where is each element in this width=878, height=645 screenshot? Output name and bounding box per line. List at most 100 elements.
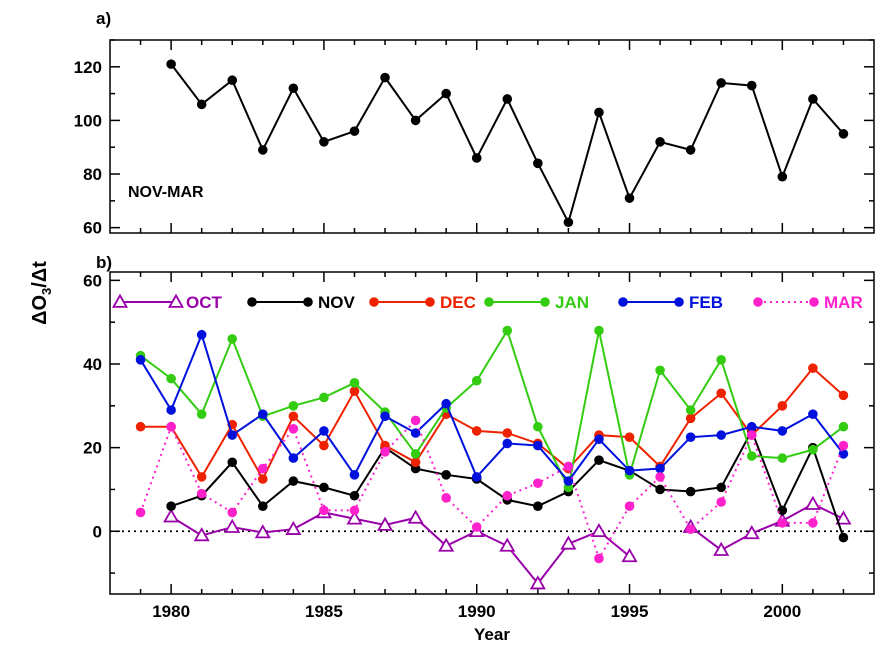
data-point bbox=[716, 388, 726, 399]
data-point bbox=[838, 449, 849, 459]
legend-label: MAR bbox=[824, 293, 863, 312]
panel-a: a) NOV-MAR 60 80 100 120 bbox=[74, 9, 875, 238]
legend-label: OCT bbox=[186, 293, 223, 312]
y-tick-label: 60 bbox=[83, 219, 102, 238]
data-point bbox=[319, 137, 329, 147]
panel-b: b) 0 20 40 60 1980 1985 1990 1995 2000 OCT NOV DEC… bbox=[29, 253, 875, 644]
data-point bbox=[410, 449, 421, 459]
series-line bbox=[139, 418, 845, 561]
data-point bbox=[258, 145, 268, 155]
data-point bbox=[166, 59, 176, 69]
data-point bbox=[746, 451, 757, 461]
data-point bbox=[227, 75, 238, 86]
data-point bbox=[502, 428, 513, 438]
data-point bbox=[685, 405, 696, 415]
data-point bbox=[838, 390, 849, 401]
panel-a-axes: 60 80 100 120 bbox=[74, 39, 874, 238]
data-point bbox=[288, 411, 299, 422]
x-tick-label: 1985 bbox=[305, 602, 343, 621]
data-point bbox=[166, 405, 176, 415]
data-point bbox=[319, 392, 329, 403]
y-tick-label: 100 bbox=[74, 111, 102, 130]
data-point bbox=[410, 115, 421, 126]
data-point bbox=[346, 510, 363, 525]
y-tick-label: 20 bbox=[83, 439, 102, 458]
data-point bbox=[407, 509, 424, 524]
data-point bbox=[777, 518, 788, 528]
data-point bbox=[227, 334, 238, 344]
data-point bbox=[441, 493, 451, 503]
data-point bbox=[808, 444, 818, 455]
data-point bbox=[303, 297, 313, 307]
x-tick-label: 1990 bbox=[458, 602, 496, 621]
data-point bbox=[533, 478, 543, 488]
data-point bbox=[288, 424, 299, 434]
data-point bbox=[594, 553, 604, 564]
data-point bbox=[380, 411, 390, 422]
data-point bbox=[624, 465, 635, 476]
data-point bbox=[196, 99, 207, 110]
data-point bbox=[258, 409, 268, 419]
data-point bbox=[716, 355, 726, 365]
data-point bbox=[227, 507, 238, 518]
data-point bbox=[618, 297, 628, 307]
data-point bbox=[674, 297, 684, 307]
data-point bbox=[471, 153, 482, 163]
data-point bbox=[563, 476, 574, 486]
data-point bbox=[471, 522, 482, 532]
legend-label: DEC bbox=[440, 293, 476, 312]
data-point bbox=[484, 297, 494, 307]
panel-a-label: a) bbox=[96, 9, 111, 28]
data-point bbox=[746, 430, 757, 440]
data-point bbox=[746, 421, 757, 432]
data-point bbox=[808, 363, 818, 373]
data-point bbox=[502, 94, 513, 104]
data-point bbox=[319, 505, 329, 516]
data-point bbox=[410, 428, 421, 438]
data-point bbox=[376, 516, 394, 531]
data-point bbox=[594, 455, 604, 465]
data-point bbox=[441, 470, 451, 480]
data-point bbox=[777, 453, 788, 463]
data-point bbox=[224, 518, 241, 533]
data-point bbox=[655, 472, 665, 482]
data-point bbox=[533, 440, 543, 451]
data-point bbox=[441, 398, 451, 409]
series-line bbox=[170, 511, 631, 586]
data-point bbox=[438, 537, 455, 552]
data-point bbox=[410, 415, 421, 426]
data-point bbox=[594, 107, 604, 118]
data-point bbox=[380, 447, 390, 457]
data-point bbox=[285, 520, 302, 535]
y-tick-label: 0 bbox=[93, 522, 102, 541]
data-point bbox=[590, 522, 608, 538]
data-point bbox=[502, 325, 513, 336]
y-tick-label: 40 bbox=[83, 355, 102, 374]
data-point bbox=[319, 426, 329, 436]
y-tick-label: 120 bbox=[74, 58, 102, 77]
panel-b-axes: 0 20 40 60 1980 1985 1990 1995 2000 bbox=[83, 271, 874, 621]
data-point bbox=[753, 297, 763, 307]
data-point bbox=[804, 495, 821, 510]
data-point bbox=[716, 78, 726, 88]
data-point bbox=[196, 472, 207, 482]
data-point bbox=[838, 440, 849, 451]
data-point bbox=[288, 83, 299, 94]
data-point bbox=[288, 476, 299, 486]
data-point bbox=[685, 413, 696, 424]
data-point bbox=[502, 490, 513, 501]
data-point bbox=[594, 325, 604, 336]
data-point bbox=[540, 297, 550, 307]
series-line bbox=[139, 331, 845, 483]
y-tick-label: 60 bbox=[83, 271, 102, 290]
data-point bbox=[777, 401, 788, 411]
data-point bbox=[713, 541, 730, 556]
data-point bbox=[196, 488, 207, 499]
data-point bbox=[227, 457, 238, 468]
data-point bbox=[533, 421, 543, 432]
panel-a-frame bbox=[109, 39, 875, 234]
data-point bbox=[499, 537, 516, 552]
series-line bbox=[140, 366, 845, 482]
panel-a-annotation: NOV-MAR bbox=[128, 184, 204, 201]
